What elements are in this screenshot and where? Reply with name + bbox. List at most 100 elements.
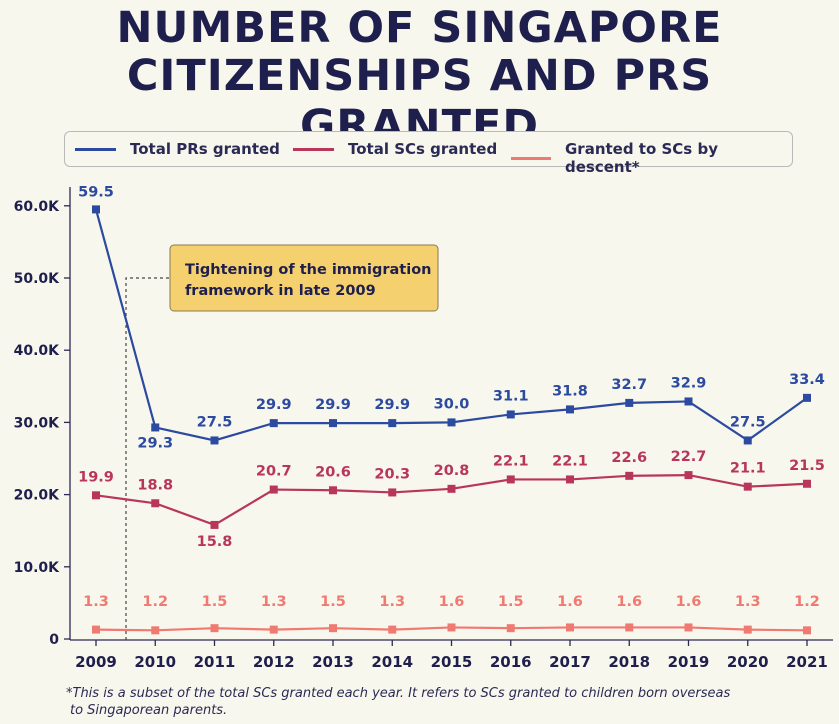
data-point-2-2 [210,624,219,633]
data-label-0-5: 29.9 [374,397,410,413]
data-point-0-4 [329,419,337,428]
data-label-1-7: 22.1 [493,453,529,469]
data-label-2-5: 1.3 [379,594,405,610]
data-point-0-10 [684,397,693,406]
chart-title-line2: CITIZENSHIPS AND PRS GRANTED [126,51,713,151]
data-label-1-6: 20.8 [434,463,470,479]
x-tick-label: 2015 [431,653,473,671]
data-point-0-7 [506,410,515,419]
legend-item-prs: Total PRs granted [75,140,280,158]
data-label-1-12: 21.5 [789,458,825,474]
series-line-1 [95,474,808,527]
data-label-2-4: 1.5 [320,594,346,610]
data-label-0-11: 27.5 [730,414,766,430]
data-label-2-1: 1.2 [142,594,168,610]
data-label-2-0: 1.3 [83,594,109,610]
data-point-1-11 [743,482,752,491]
x-tick-label: 2013 [312,653,354,671]
data-label-1-10: 22.7 [671,449,707,465]
data-point-1-5 [388,488,397,497]
y-tick-label: 10.0K [14,560,61,576]
data-label-2-11: 1.3 [735,594,761,610]
data-point-2-1 [151,626,160,635]
footnote-line2: to Singaporean parents. [70,703,228,718]
data-label-0-12: 33.4 [789,372,825,388]
data-label-1-1: 18.8 [137,477,173,493]
data-point-0-5 [388,419,397,428]
legend-label-descent: Granted to SCs by descent* [564,140,718,176]
data-point-1-10 [684,471,693,480]
data-label-1-0: 19.9 [78,469,114,485]
data-label-1-5: 20.3 [374,466,410,482]
data-point-2-8 [566,623,574,632]
x-tick-label: 2020 [727,653,769,671]
data-label-1-9: 22.6 [611,450,647,466]
data-label-2-8: 1.6 [557,594,583,610]
data-point-1-9 [625,471,634,480]
data-label-1-8: 22.1 [552,453,588,469]
data-point-0-2 [210,436,219,445]
legend-swatch-descent [511,156,551,160]
data-point-1-8 [566,475,574,484]
data-label-0-6: 30.0 [434,396,470,412]
data-point-0-6 [447,418,456,427]
x-tick-label: 2018 [608,653,650,671]
x-tick-label: 2021 [786,653,828,671]
data-point-1-1 [151,499,160,508]
data-label-0-9: 32.7 [611,377,647,393]
annotation-connector [125,277,170,640]
y-tick-label: 50.0K [14,271,61,287]
data-point-2-0 [92,625,100,634]
data-label-1-4: 20.6 [315,464,351,480]
annotation-text-line2: framework in late 2009 [185,283,376,299]
y-tick-label: 0 [49,632,59,648]
data-point-2-9 [625,623,634,632]
legend-swatch-prs [75,147,116,151]
data-label-2-9: 1.6 [616,594,642,610]
data-label-0-1: 29.3 [137,435,173,451]
legend-item-scs: Total SCs granted [293,140,497,158]
x-tick-label: 2010 [134,653,176,671]
data-label-2-6: 1.6 [439,594,465,610]
data-point-0-9 [625,398,634,407]
legend-label-prs: Total PRs granted [130,140,280,158]
data-label-1-2: 15.8 [197,534,233,550]
data-point-2-7 [506,624,515,633]
x-tick-label: 2011 [194,653,236,671]
data-label-2-12: 1.2 [794,594,820,610]
y-tick-label: 30.0K [14,415,61,431]
data-label-0-10: 32.9 [671,375,707,391]
data-point-0-12 [803,393,811,402]
footnote-line1: *This is a subset of the total SCs grant… [66,686,731,701]
x-tick-label: 2017 [549,653,591,671]
data-point-2-11 [743,625,752,634]
data-label-0-0: 59.5 [78,184,114,200]
data-label-2-3: 1.3 [261,594,287,610]
data-point-1-4 [329,486,337,495]
data-point-0-1 [151,423,160,432]
annotation-text-line1: Tightening of the immigration [185,262,432,278]
y-tick-label: 40.0K [14,343,61,359]
data-point-2-4 [329,624,337,633]
data-label-0-3: 29.9 [256,397,292,413]
footnote: *This is a subset of the total SCs grant… [66,685,826,719]
data-label-0-8: 31.8 [552,383,588,399]
data-point-2-6 [447,623,456,632]
data-label-1-3: 20.7 [256,464,292,480]
legend-swatch-scs [293,147,334,151]
data-point-1-12 [803,479,811,488]
y-tick-label: 20.0K [14,488,61,504]
data-point-1-6 [447,484,456,493]
x-tick-label: 2019 [668,653,710,671]
legend-item-descent: Granted to SCs by descent* [511,140,792,176]
data-point-0-0 [92,205,100,214]
data-point-0-3 [269,419,278,428]
y-tick-label: 60.0K [14,199,61,215]
data-point-2-3 [269,625,278,634]
x-tick-label: 2016 [490,653,532,671]
chart-title-line1: NUMBER OF SINGAPORE [116,3,723,53]
data-point-2-12 [803,626,811,635]
data-point-1-7 [506,475,515,484]
data-label-0-2: 27.5 [197,414,233,430]
